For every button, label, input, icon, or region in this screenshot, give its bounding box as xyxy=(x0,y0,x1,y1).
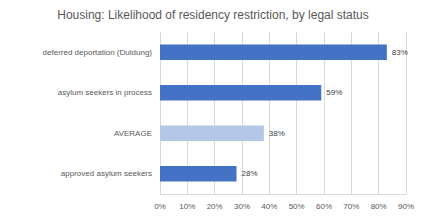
svg-text:70%: 70% xyxy=(343,202,359,211)
svg-text:60%: 60% xyxy=(316,202,332,211)
svg-text:Housing: Likelihood of residen: Housing: Likelihood of residency restric… xyxy=(57,8,369,22)
svg-text:deferred deportation (Duldung): deferred deportation (Duldung) xyxy=(43,48,153,57)
svg-text:38%: 38% xyxy=(269,129,285,138)
svg-text:80%: 80% xyxy=(371,202,387,211)
svg-text:59%: 59% xyxy=(326,88,342,97)
svg-text:28%: 28% xyxy=(242,169,258,178)
svg-text:asylum seekers in process: asylum seekers in process xyxy=(58,88,152,97)
svg-text:10%: 10% xyxy=(179,202,195,211)
svg-text:0%: 0% xyxy=(154,202,166,211)
svg-text:90%: 90% xyxy=(398,202,414,211)
svg-text:30%: 30% xyxy=(234,202,250,211)
svg-text:approved asylum seekers: approved asylum seekers xyxy=(61,169,152,178)
svg-text:AVERAGE: AVERAGE xyxy=(114,129,152,138)
svg-text:20%: 20% xyxy=(207,202,223,211)
svg-text:40%: 40% xyxy=(261,202,277,211)
svg-text:50%: 50% xyxy=(289,202,305,211)
svg-text:83%: 83% xyxy=(392,48,408,57)
